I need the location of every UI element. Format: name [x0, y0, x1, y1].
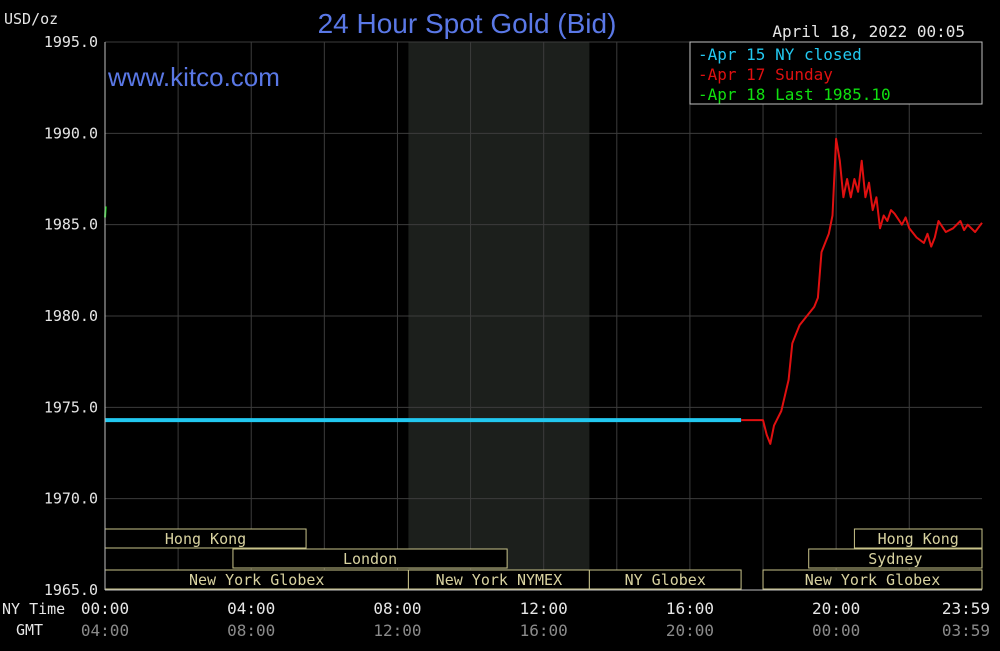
legend-entry: -Apr 15 NY closed — [698, 45, 862, 64]
session-label: Sydney — [868, 550, 922, 568]
y-tick-label: 1965.0 — [44, 581, 98, 599]
y-tick-label: 1985.0 — [44, 216, 98, 234]
x-tick-gmt: 16:00 — [520, 621, 568, 640]
axes: 1995.0 1990.0 1985.0 1980.0 1975.0 1970.0 1965… — [2, 33, 990, 640]
x-tick-gmt: 00:00 — [812, 621, 860, 640]
unit-label: USD/oz — [4, 10, 58, 28]
session-bar — [808, 548, 983, 569]
x-tick-gmt: 04:00 — [81, 621, 129, 640]
y-tick-label: 1995.0 — [44, 33, 98, 51]
session-bar — [853, 528, 983, 549]
session-bar — [588, 569, 742, 590]
series-line — [741, 137, 983, 445]
session-bar — [232, 548, 508, 569]
session-label: Hong Kong — [165, 530, 246, 548]
legend-entry: -Apr 17 Sunday — [698, 65, 833, 84]
session-label: London — [343, 550, 397, 568]
session-label: New York Globex — [189, 571, 324, 589]
y-tick-label: 1970.0 — [44, 490, 98, 508]
x-tick-gmt: 03:59 — [942, 621, 990, 640]
session-label: NY Globex — [625, 571, 706, 589]
session-label: Hong Kong — [878, 530, 959, 548]
grid-lines — [105, 41, 982, 591]
x-tick-gmt: 12:00 — [373, 621, 421, 640]
timestamp: April 18, 2022 00:05 — [772, 22, 965, 41]
legend: -Apr 15 NY closed-Apr 17 Sunday-Apr 18 L… — [689, 41, 983, 105]
site-watermark: www.kitco.com — [107, 62, 280, 92]
x-tick-ny: 08:00 — [373, 599, 421, 618]
x-tick-ny: 16:00 — [666, 599, 714, 618]
y-tick-label: 1980.0 — [44, 307, 98, 325]
legend-box — [689, 41, 983, 105]
session-label: New York NYMEX — [436, 571, 562, 589]
y-tick-label: 1975.0 — [44, 398, 98, 416]
x-tick-ny: 20:00 — [812, 599, 860, 618]
market-sessions: Hong Kong London New York Globex New York N… — [104, 528, 983, 590]
legend-entry: -Apr 18 Last 1985.10 — [698, 85, 891, 104]
y-tick-label: 1990.0 — [44, 124, 98, 142]
gmt-axis-label: GMT — [16, 621, 43, 639]
x-tick-gmt: 08:00 — [227, 621, 275, 640]
session-bar — [762, 569, 983, 590]
chart-title: 24 Hour Spot Gold (Bid) — [318, 8, 617, 39]
x-tick-ny: 00:00 — [81, 599, 129, 618]
x-tick-ny: 23:59 — [942, 599, 990, 618]
x-tick-ny: 04:00 — [227, 599, 275, 618]
x-tick-ny: 12:00 — [520, 599, 568, 618]
session-label: New York Globex — [805, 571, 940, 589]
ny-time-axis-label: NY Time — [2, 600, 65, 618]
x-tick-gmt: 20:00 — [666, 621, 714, 640]
